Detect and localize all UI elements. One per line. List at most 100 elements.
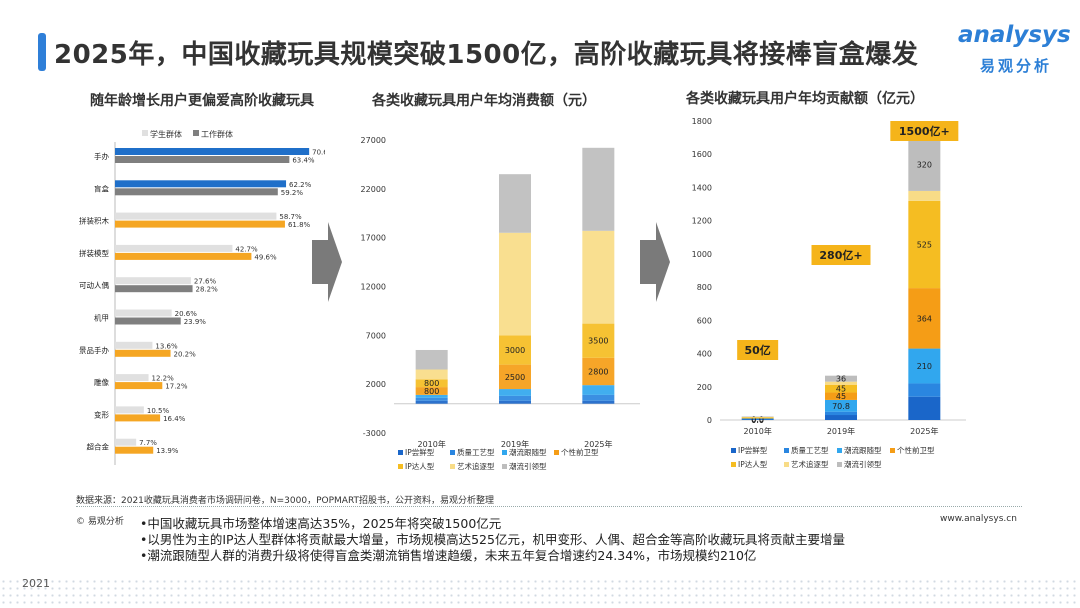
category-label: 拼装积木 bbox=[79, 216, 109, 226]
legend-swatch bbox=[837, 448, 842, 453]
legend-swatch-worker bbox=[193, 130, 199, 136]
legend-swatch bbox=[784, 462, 789, 467]
legend-swatch bbox=[837, 462, 842, 467]
legend-swatch bbox=[398, 464, 403, 469]
chart2-title: 各类收藏玩具用户年均消费额（元） bbox=[372, 93, 596, 109]
legend-label: 艺术追逐型 bbox=[791, 459, 829, 469]
stack-segment bbox=[582, 400, 615, 404]
bar-student bbox=[115, 244, 233, 252]
y-tick-label: 17000 bbox=[361, 234, 386, 243]
stack-segment bbox=[582, 357, 615, 386]
stack-segment bbox=[908, 288, 941, 349]
legend-label: 个性前卫型 bbox=[561, 447, 599, 457]
bar-student bbox=[115, 374, 149, 382]
stack-segment bbox=[415, 394, 448, 398]
stack-segment bbox=[908, 137, 941, 191]
stack-segment bbox=[908, 190, 941, 201]
summary-bullet-3: •潮流跟随型人群的消费升级将使得盲盒类潮流销售增速趋缓，未来五年复合增速约24.… bbox=[140, 548, 757, 563]
legend-label: 个性前卫型 bbox=[897, 445, 935, 455]
y-tick-label: 800 bbox=[697, 283, 712, 292]
bar-worker bbox=[115, 414, 161, 422]
bar-student bbox=[115, 277, 191, 285]
stack-segment bbox=[582, 230, 615, 324]
y-tick-label: 12000 bbox=[361, 283, 386, 292]
legend-swatch bbox=[731, 462, 736, 467]
title-accent-bar bbox=[38, 33, 46, 71]
legend-label: 艺术追逐型 bbox=[457, 461, 495, 471]
y-tick-label: -3000 bbox=[363, 429, 386, 438]
legend-swatch bbox=[731, 448, 736, 453]
website-link[interactable]: www.analysys.cn bbox=[940, 514, 1017, 524]
bar-worker bbox=[115, 382, 163, 390]
data-label: 0.0 bbox=[751, 416, 764, 425]
y-tick-label: 400 bbox=[697, 350, 712, 359]
stack-segment bbox=[415, 387, 448, 395]
legend-swatch bbox=[502, 464, 507, 469]
y-tick-label: 1600 bbox=[692, 150, 712, 159]
page-year: 2021 bbox=[22, 577, 50, 590]
y-tick-label: 1000 bbox=[692, 250, 712, 259]
stack-segment bbox=[415, 369, 448, 380]
legend-label: IP达人型 bbox=[405, 461, 435, 471]
stack-segment bbox=[908, 200, 941, 289]
data-label: 320 bbox=[917, 160, 932, 169]
data-label: 2500 bbox=[505, 373, 525, 382]
stack-segment bbox=[499, 174, 531, 233]
stack-segment bbox=[499, 335, 531, 365]
stack-segment bbox=[825, 381, 857, 385]
legend-label: IP达人型 bbox=[738, 459, 768, 469]
data-label: 70.8 bbox=[832, 402, 850, 411]
category-label: 变形 bbox=[94, 409, 109, 419]
category-label: 手办 bbox=[94, 151, 109, 161]
arrow-right-icon-2 bbox=[640, 222, 670, 302]
legend-label: 潮流跟随型 bbox=[509, 447, 547, 457]
chart3-title: 各类收藏玩具用户年均贡献额（亿元） bbox=[686, 91, 924, 107]
stack-segment bbox=[499, 232, 531, 336]
bar-label-student: 12.2% bbox=[152, 375, 175, 383]
bar-label-worker: 49.6% bbox=[254, 253, 277, 261]
bar-label-student: 20.6% bbox=[175, 310, 198, 318]
bar-label-student: 27.6% bbox=[194, 278, 217, 286]
arrow-right-icon bbox=[312, 222, 342, 302]
legend-label-student: 学生群体 bbox=[150, 129, 182, 139]
bar-label-worker: 23.9% bbox=[184, 318, 207, 326]
bar-worker bbox=[115, 349, 171, 357]
bar-worker bbox=[115, 285, 193, 293]
legend-label: IP尝鲜型 bbox=[405, 447, 435, 457]
callout-box bbox=[737, 340, 779, 360]
stack-segment bbox=[825, 399, 857, 412]
stack-segment bbox=[825, 392, 857, 400]
bar-label-worker: 59.2% bbox=[281, 189, 304, 197]
y-tick-label: 1800 bbox=[692, 117, 712, 126]
legend-label: IP尝鲜型 bbox=[738, 445, 768, 455]
bar-worker bbox=[115, 220, 285, 228]
x-tick-label: 2010年 bbox=[417, 439, 445, 449]
logo-wordmark: analysys bbox=[958, 22, 1071, 48]
bar-student bbox=[115, 438, 137, 446]
legend-label: 质量工艺型 bbox=[457, 447, 495, 457]
data-label: 45 bbox=[836, 385, 846, 394]
stack-segment bbox=[825, 411, 857, 416]
stack-segment bbox=[499, 400, 531, 404]
stack-segment bbox=[582, 394, 615, 401]
y-tick-label: 2000 bbox=[366, 380, 386, 389]
stack-segment bbox=[908, 396, 941, 420]
bar-label-worker: 61.8% bbox=[288, 221, 311, 229]
y-tick-label: 0 bbox=[707, 416, 712, 425]
bar-label-worker: 16.4% bbox=[163, 415, 186, 423]
bar-label-student: 13.6% bbox=[155, 342, 178, 350]
stack-segment bbox=[582, 385, 615, 395]
x-tick-label: 2025年 bbox=[584, 439, 612, 449]
bar-student bbox=[115, 180, 287, 188]
y-tick-label: 7000 bbox=[366, 331, 386, 340]
callout-label: 1500亿+ bbox=[899, 124, 950, 138]
data-label: 0.0 bbox=[751, 415, 764, 424]
legend-label: 潮流引领型 bbox=[844, 459, 882, 469]
stack-segment bbox=[825, 375, 857, 382]
stack-segment bbox=[415, 349, 448, 370]
legend-swatch bbox=[398, 450, 403, 455]
logo-chinese: 易观分析 bbox=[980, 57, 1053, 75]
legend-label: 潮流引领型 bbox=[509, 461, 547, 471]
stack-segment bbox=[415, 379, 448, 388]
